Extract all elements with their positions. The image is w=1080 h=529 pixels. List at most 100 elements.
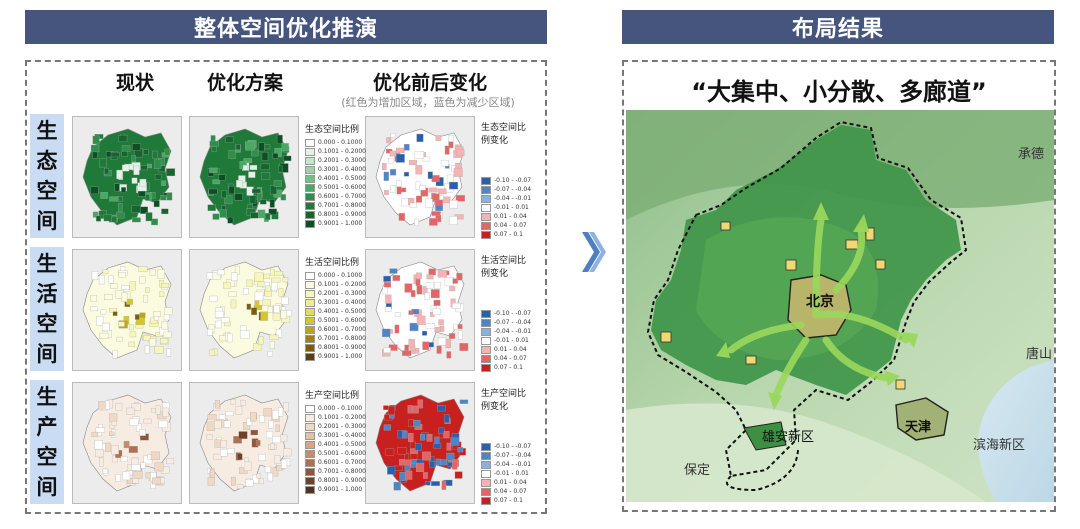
- legend-label: 0.2001 - 0.3000: [318, 423, 366, 430]
- legend-swatch: [305, 431, 315, 440]
- map-cell: [224, 195, 233, 205]
- legend-label: 0.1001 - 0.2000: [318, 281, 366, 288]
- map-cell: [225, 136, 234, 143]
- map-cell: [207, 414, 217, 420]
- map-cell: [235, 405, 243, 415]
- legend-entry: 0.6001 - 0.7000: [305, 192, 366, 201]
- map-cell: [431, 211, 441, 216]
- place-chengde: 承德: [1018, 147, 1045, 162]
- map-cell: [274, 271, 284, 276]
- map-cell: [394, 312, 401, 317]
- map-cell: [386, 137, 392, 144]
- legend-entry: -0.01 - 0.01: [481, 469, 531, 478]
- map-cell: [258, 454, 266, 461]
- legend-entry: 0.7001 - 0.8000: [305, 201, 366, 210]
- map-cell: [410, 448, 419, 454]
- map-cell: [207, 204, 216, 211]
- legend-swatch: [481, 442, 491, 451]
- map-cell: [259, 199, 267, 205]
- map-cell: [163, 331, 172, 338]
- legend-label: 0.000 - 0.1000: [318, 405, 363, 412]
- map-cell: [273, 180, 282, 187]
- map-cell: [223, 282, 232, 289]
- map-cell: [209, 295, 218, 302]
- legend-entry: 0.01 - 0.04: [481, 478, 531, 487]
- legend-swatch: [305, 165, 315, 174]
- map-cell: [220, 317, 230, 323]
- map-cell: [257, 209, 266, 219]
- map-cell: [416, 462, 425, 472]
- map-cell: [384, 306, 392, 312]
- map-cell: [416, 285, 423, 295]
- map-cell: [452, 302, 461, 309]
- legend-label: -0.07 - -0.04: [494, 186, 532, 193]
- legend-label: 0.07 - 0.1: [494, 497, 523, 504]
- map-cell: [408, 160, 417, 165]
- map-cell: [139, 178, 147, 187]
- map-cell: [108, 275, 114, 284]
- col-header-plan: 优化方案: [206, 72, 283, 94]
- map-cell: [250, 412, 257, 422]
- map-cell: [278, 288, 284, 297]
- map-cell: [264, 213, 271, 221]
- legend-label: -0.04 - -0.01: [494, 328, 532, 335]
- row-label-char: 产: [36, 415, 58, 439]
- map-cell: [95, 449, 104, 458]
- map-cell: [446, 351, 452, 359]
- map-cell: [161, 283, 169, 288]
- legend-entry: 0.07 - 0.1: [481, 496, 531, 505]
- map-cell: [122, 471, 131, 481]
- map-cell: [149, 338, 156, 347]
- map-cell: [246, 279, 253, 287]
- map-cell: [104, 294, 113, 301]
- change-legend-life: 生活空间比例变化 -0.10 - -0.07 -0.07 - -0.04 -0.04 …: [481, 253, 531, 372]
- legend-swatch: [481, 460, 491, 469]
- map-cell: [383, 347, 391, 353]
- map-cell: [131, 403, 141, 411]
- map-cell: [427, 171, 433, 179]
- map-cell: [230, 299, 237, 309]
- map-cell: [251, 149, 259, 157]
- right-panel-frame: [622, 60, 1056, 512]
- map-cell: [128, 341, 135, 348]
- legend-entry: 0.9001 - 1.000: [305, 485, 366, 494]
- map-cell: [414, 151, 424, 159]
- map-cell: [428, 268, 436, 276]
- legend-swatch: [305, 458, 315, 467]
- map-cell: [231, 476, 236, 486]
- map-cell: [227, 216, 234, 224]
- legend-label: 0.04 - 0.07: [494, 222, 527, 229]
- map-cell: [164, 148, 171, 156]
- map-cell: [425, 323, 435, 330]
- map-cell: [265, 431, 274, 439]
- map-panel-life-plan: [189, 249, 299, 371]
- map-cell: [252, 474, 259, 484]
- map-cell: [243, 288, 249, 295]
- map-cell: [263, 273, 270, 280]
- map-cell: [256, 473, 262, 479]
- map-cell: [228, 291, 238, 297]
- legend-label: 0.5001 - 0.6000: [318, 450, 366, 457]
- map-panel-prod-status: [72, 382, 182, 504]
- row-label-prod: 生 产 空 间: [30, 380, 64, 504]
- map-cell: [265, 285, 271, 292]
- map-cell: [260, 311, 269, 321]
- map-cell: [275, 424, 280, 432]
- map-cell: [160, 338, 169, 344]
- legend-entry: 0.2001 - 0.3000: [305, 156, 366, 165]
- map-cell: [272, 153, 279, 159]
- legend-swatch: [481, 230, 491, 239]
- map-panel-life-change: [365, 249, 475, 371]
- map-cell: [405, 470, 413, 480]
- map-cell: [135, 317, 145, 325]
- map-cell: [264, 466, 271, 473]
- legend-swatch: [481, 478, 491, 487]
- map-cell: [219, 449, 228, 457]
- map-cell: [383, 405, 389, 410]
- map-cell: [280, 434, 288, 442]
- col-header-status: 现状: [115, 72, 154, 94]
- map-cell: [249, 195, 257, 204]
- map-cell: [432, 308, 441, 315]
- map-cell: [217, 269, 225, 276]
- map-cell: [246, 417, 253, 426]
